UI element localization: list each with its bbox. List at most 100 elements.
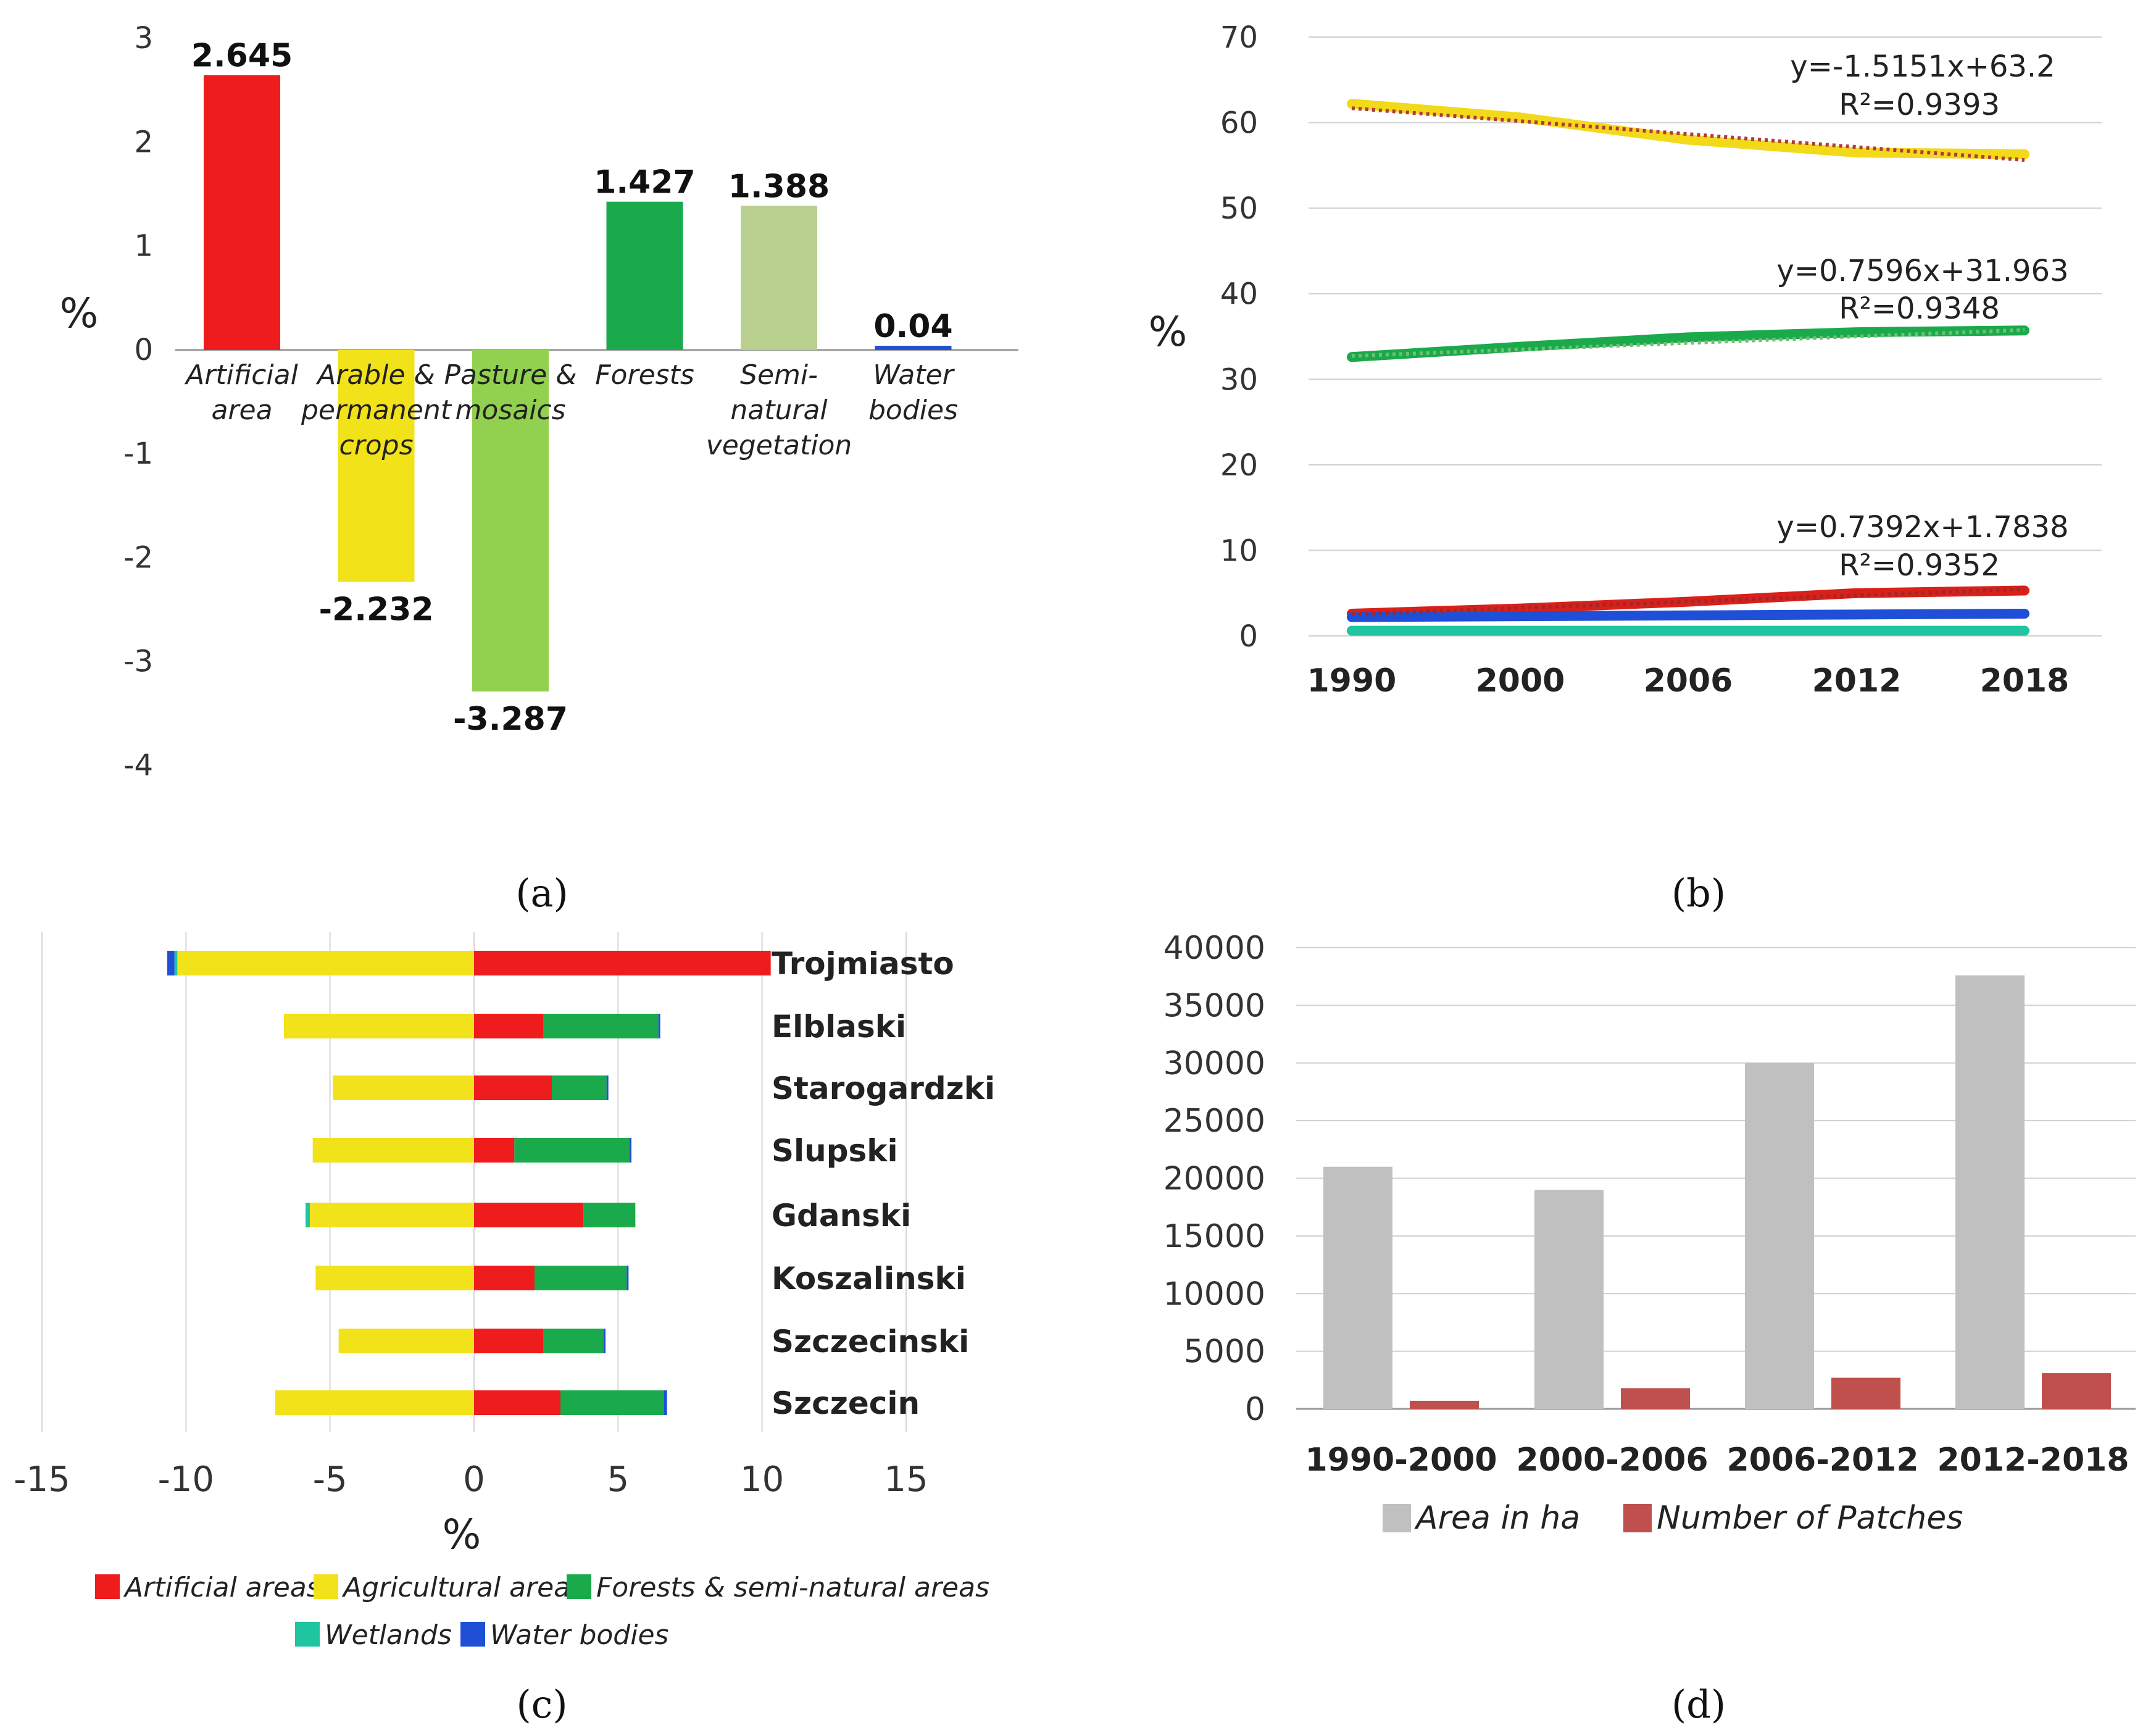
bar-segment-3 — [306, 1203, 310, 1227]
category-label-2: mosaics — [455, 395, 565, 426]
bar-segment-0 — [474, 1329, 543, 1353]
y-tick-label: 20 — [1220, 448, 1258, 483]
legend-label: Wetlands — [325, 1619, 452, 1651]
y-tick-label: 70 — [1220, 20, 1258, 55]
bar-0-0 — [1323, 1166, 1392, 1409]
bar-1-3 — [2042, 1373, 2111, 1409]
trendline-r2-2: R²=0.9352 — [1839, 548, 2000, 583]
region-label: Slupski — [772, 1133, 898, 1169]
bar-segment-1 — [275, 1390, 474, 1415]
region-label: Gdanski — [772, 1198, 911, 1234]
bar-1-2 — [1831, 1377, 1900, 1409]
bar-5 — [875, 346, 952, 350]
bar-segment-4 — [604, 1329, 606, 1353]
y-tick-label: 40000 — [1163, 930, 1265, 967]
category-label-5: bodies — [868, 395, 958, 426]
y-tick-label: 50 — [1220, 191, 1258, 226]
bar-segment-1 — [312, 1138, 474, 1163]
category-label-4: Semi- — [740, 359, 818, 391]
bar-4 — [741, 206, 817, 350]
x-tick-label: 5 — [607, 1459, 630, 1500]
bar-0 — [204, 75, 280, 350]
bar-segment-1 — [177, 951, 474, 975]
panel-label-d: (d) — [1671, 1682, 1726, 1727]
bar-0-3 — [1955, 975, 2025, 1409]
category-label-2: Pasture & — [444, 359, 576, 391]
bar-segment-2 — [560, 1390, 664, 1415]
bar-segment-4 — [664, 1390, 667, 1415]
region-label: Szczecin — [772, 1385, 920, 1421]
y-tick-label: 0 — [134, 333, 153, 367]
bar-segment-2 — [535, 1266, 627, 1290]
panel-label-b: (b) — [1671, 871, 1726, 916]
x-tick-label: 2006 — [1644, 662, 1733, 699]
bar-segment-1 — [333, 1075, 474, 1100]
y-tick-label: 0 — [1245, 1391, 1265, 1428]
bar-1-0 — [1410, 1400, 1479, 1409]
y-tick-label: 5000 — [1184, 1334, 1265, 1371]
bar-segment-2 — [543, 1329, 604, 1353]
bar-1 — [338, 349, 415, 582]
bar-0-1 — [1534, 1190, 1604, 1409]
category-label-1: Arable & — [315, 359, 435, 391]
data-label-0: 2.645 — [191, 38, 293, 75]
x-tick-label: 1990-2000 — [1305, 1442, 1497, 1479]
legend-label: Water bodies — [490, 1619, 668, 1651]
trendline-r2-1: R²=0.9348 — [1839, 291, 2000, 326]
y-tick-label: 20000 — [1163, 1161, 1265, 1198]
y-tick-label: 2 — [134, 125, 153, 159]
trendline-r2-0: R²=0.9393 — [1839, 88, 2000, 122]
legend-label: Forests & semi-natural areas — [596, 1572, 989, 1603]
y-tick-label: 60 — [1220, 106, 1258, 141]
x-tick-label: 1990 — [1307, 662, 1397, 699]
y-tick-label: 35000 — [1163, 987, 1265, 1024]
panel-b-line-chart: 0 10 20 30 40 50 60 70% 1990 2000 2006 2012 2018 y=-1… — [1149, 20, 2102, 699]
bar-segment-2 — [552, 1075, 607, 1100]
y-tick-label: 30000 — [1163, 1045, 1265, 1082]
x-tick-label: 2000-2006 — [1516, 1442, 1708, 1479]
data-label-1: -2.232 — [318, 591, 433, 628]
region-label: Szczecinski — [772, 1324, 969, 1359]
bar-segment-1 — [315, 1266, 474, 1290]
category-label-4: vegetation — [706, 430, 852, 461]
panel-label-a: (a) — [515, 871, 568, 916]
trendline-equation-2: y=0.7392x+1.7838 — [1776, 510, 2068, 545]
series-line-3 — [1347, 608, 2029, 622]
region-label: Starogardzki — [772, 1071, 995, 1106]
bar-segment-1 — [284, 1014, 474, 1038]
category-label-1: permanent — [301, 395, 452, 426]
x-tick-label: 10 — [740, 1459, 784, 1500]
series-line-0 — [1347, 99, 2029, 159]
y-tick-label: 3 — [134, 21, 153, 56]
y-tick-label: 10000 — [1163, 1276, 1265, 1313]
data-label-5: 0.04 — [873, 308, 952, 345]
legend-swatch — [1383, 1504, 1411, 1532]
legend-swatch — [295, 1622, 320, 1647]
legend-swatch — [314, 1574, 338, 1599]
bar-3 — [606, 201, 683, 350]
category-label-4: natural — [730, 395, 828, 426]
bar-segment-3 — [174, 951, 178, 975]
legend-swatch — [1623, 1504, 1652, 1532]
bar-segment-0 — [474, 1203, 584, 1227]
bar-segment-4 — [606, 1075, 609, 1100]
category-label-5: Water — [873, 359, 955, 391]
bar-segment-4 — [630, 1138, 631, 1163]
y-tick-label: 10 — [1220, 533, 1258, 568]
y-tick-label: 1 — [134, 229, 153, 264]
y-tick-label: 25000 — [1163, 1103, 1265, 1140]
category-label-0: area — [211, 395, 272, 426]
bar-segment-0 — [474, 1014, 543, 1038]
y-tick-label: -3 — [123, 645, 153, 679]
legend-label: Area in ha — [1414, 1500, 1580, 1537]
data-label-3: 1.427 — [594, 164, 695, 201]
region-label: Trojmiasto — [772, 946, 954, 982]
bar-1-1 — [1621, 1388, 1690, 1409]
bar-0-2 — [1745, 1063, 1814, 1409]
y-tick-label: -2 — [123, 540, 153, 575]
bar-segment-4 — [658, 1014, 660, 1038]
bar-segment-2 — [543, 1014, 659, 1038]
legend-swatch — [567, 1574, 591, 1599]
x-tick-label: 15 — [884, 1459, 928, 1500]
